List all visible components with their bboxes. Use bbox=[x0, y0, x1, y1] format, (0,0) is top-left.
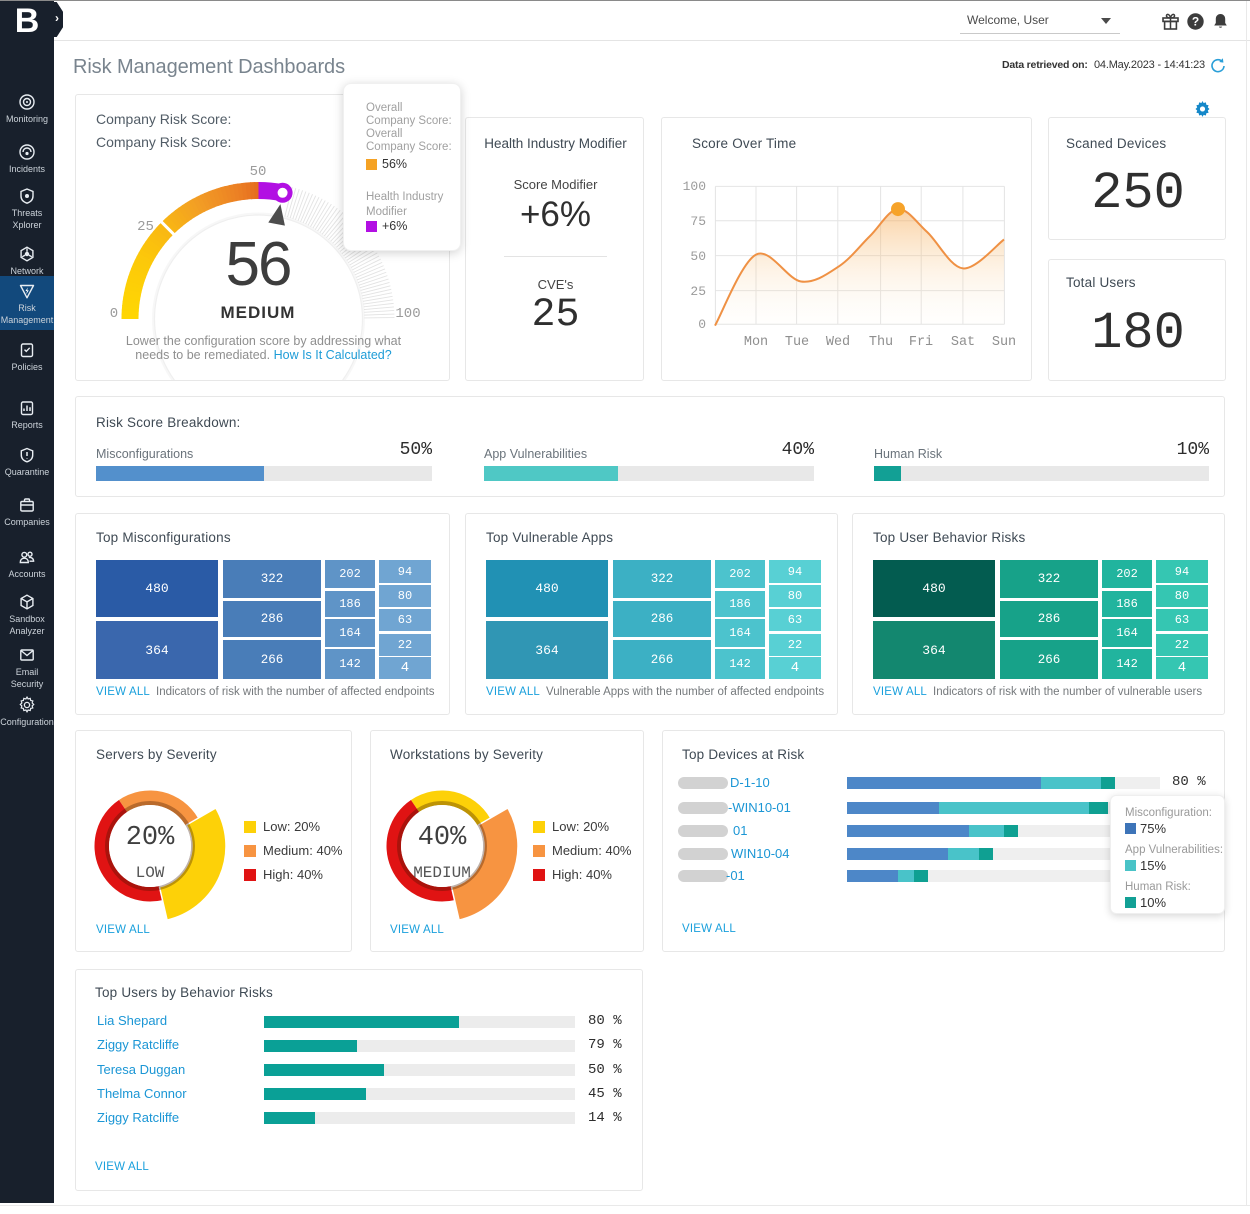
svg-text:?: ? bbox=[1192, 15, 1199, 29]
